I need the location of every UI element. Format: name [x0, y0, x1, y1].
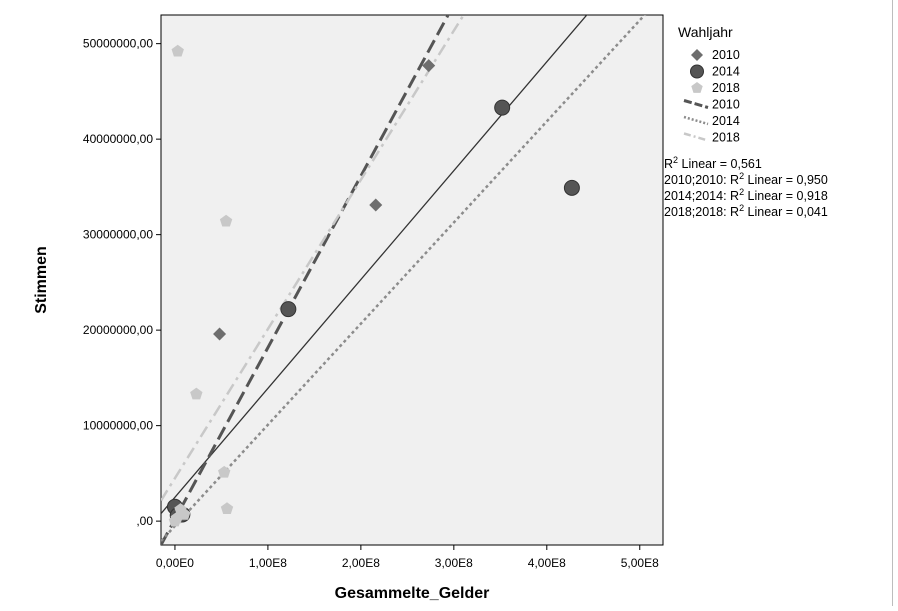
legend-label: 2010 — [712, 98, 740, 112]
panel-border — [892, 0, 893, 606]
fit-line-2010 — [161, 15, 450, 545]
data-point-2014 — [280, 301, 297, 318]
fit-line-2018 — [161, 15, 466, 502]
legend-marker-2014 — [690, 64, 704, 79]
y-axis-label: Stimmen — [33, 246, 50, 314]
legend: Wahljahr 2010 2014 2018 2010 2014 2018 — [678, 24, 740, 145]
data-point-2018 — [178, 507, 191, 520]
fit-line-2014 — [161, 15, 647, 542]
x-tick-label: 5,00E8 — [621, 556, 659, 570]
r-squared-annotation: 2010;2010: R2 Linear = 0,950 — [664, 171, 828, 187]
legend-line-2018 — [683, 132, 709, 142]
y-tick-label: 10000000,00 — [83, 419, 153, 433]
fit-line-total — [161, 15, 588, 515]
data-point-2010 — [369, 198, 383, 212]
legend-marker-2010 — [691, 49, 703, 61]
y-tick-label: 40000000,00 — [83, 132, 153, 146]
r-squared-annotation: R2 Linear = 0,561 — [664, 155, 762, 171]
y-tick-label: 50000000,00 — [83, 37, 153, 51]
legend-label: 2018 — [712, 81, 740, 95]
r-squared-annotation: 2014;2014: R2 Linear = 0,918 — [664, 187, 828, 203]
r-squared-annotation: 2018;2018: R2 Linear = 0,041 — [664, 203, 828, 219]
x-axis-label: Gesammelte_Gelder — [335, 585, 490, 602]
x-tick-label: 1,00E8 — [249, 556, 287, 570]
legend-marker-2018 — [691, 82, 703, 93]
plot-area — [160, 14, 664, 546]
legend-line-2014 — [683, 115, 709, 126]
data-point-2018 — [190, 387, 203, 400]
data-point-2010 — [422, 59, 436, 73]
data-point-2014 — [563, 179, 580, 196]
y-tick-label: 30000000,00 — [83, 228, 153, 242]
x-tick-label: 4,00E8 — [528, 556, 566, 570]
data-point-2010 — [213, 327, 227, 341]
legend-label: 2010 — [712, 48, 740, 62]
x-tick-label: 0,00E0 — [156, 556, 194, 570]
data-point-2014 — [494, 99, 511, 116]
legend-label: 2018 — [712, 131, 740, 145]
legend-label: 2014 — [712, 114, 740, 128]
y-tick-label: ,00 — [136, 514, 153, 528]
x-tick-label: 3,00E8 — [435, 556, 473, 570]
legend-label: 2014 — [712, 65, 740, 79]
data-point-2018 — [171, 44, 184, 57]
data-point-2018 — [220, 502, 234, 514]
data-point-2018 — [219, 214, 233, 227]
data-point-2018 — [218, 465, 231, 478]
legend-line-2010 — [683, 99, 709, 109]
legend-title: Wahljahr — [678, 24, 733, 40]
x-tick-label: 2,00E8 — [342, 556, 380, 570]
y-tick-label: 20000000,00 — [83, 323, 153, 337]
